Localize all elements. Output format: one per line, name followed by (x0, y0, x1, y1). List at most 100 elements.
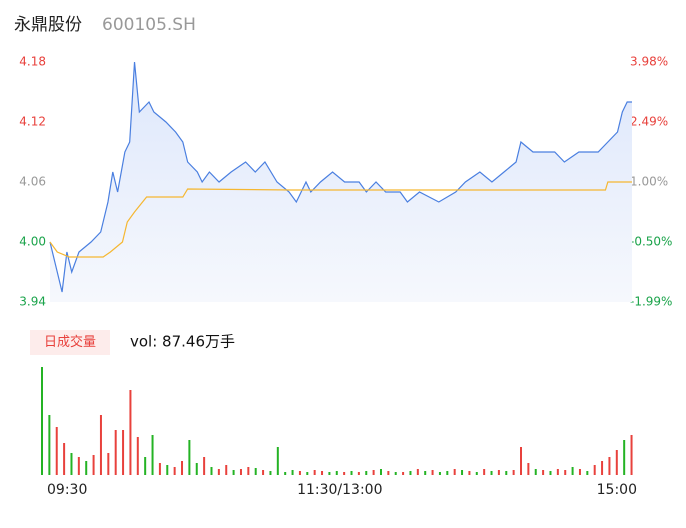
volume-bar (446, 471, 449, 475)
volume-bar (321, 471, 324, 475)
volume-bar (203, 457, 206, 475)
volume-bar (615, 450, 618, 475)
volume-bar (608, 457, 611, 475)
volume-bar (269, 471, 272, 475)
volume-bar (70, 453, 73, 475)
y2-tick-label: 1.00% (630, 174, 668, 188)
volume-bar (350, 471, 353, 475)
volume-bar (424, 471, 427, 475)
volume-bar (512, 470, 515, 475)
volume-bar (630, 435, 633, 475)
volume-bar (335, 471, 338, 475)
y-tick-label: 4.18 (19, 55, 46, 69)
volume-bar (453, 469, 456, 475)
volume-bar (284, 472, 287, 475)
volume-bar (129, 390, 132, 475)
volume-bar (173, 467, 176, 475)
volume-bar (475, 472, 478, 475)
volume-bar (41, 367, 43, 475)
volume-button-label[interactable]: 日成交量 (44, 334, 96, 350)
volume-bar (232, 470, 235, 475)
y2-tick-label: 2.49% (630, 114, 668, 128)
volume-bar (166, 465, 169, 475)
volume-bar (586, 471, 589, 475)
volume-bar (387, 471, 390, 475)
volume-bar (623, 440, 626, 475)
volume-bar (542, 470, 545, 475)
volume-bar (158, 463, 161, 475)
x-tick-label: 09:30 (47, 482, 87, 498)
y2-tick-label: 3.98% (630, 55, 668, 69)
volume-bar (291, 470, 294, 475)
volume-bar (490, 471, 493, 475)
volume-bar (151, 435, 154, 475)
volume-bar (601, 461, 604, 475)
volume-bar (483, 469, 486, 475)
volume-bar (210, 467, 213, 475)
volume-bar (497, 470, 500, 475)
volume-bar (254, 468, 257, 475)
volume-bar (92, 455, 95, 475)
volume-bar (379, 469, 382, 475)
y-tick-label: 3.94 (19, 295, 46, 309)
x-tick-label: 11:30/13:00 (297, 482, 382, 498)
volume-bar (328, 472, 331, 475)
stock-name: 永鼎股份 (14, 15, 82, 35)
price-line (49, 61, 632, 293)
volume-bar (247, 467, 250, 475)
volume-bar (313, 470, 316, 475)
volume-button[interactable] (30, 330, 110, 355)
y-tick-label: 4.00 (19, 235, 46, 249)
volume-bar (99, 415, 102, 475)
volume-bar (431, 470, 434, 475)
volume-bar (48, 415, 51, 475)
x-tick-label: 15:00 (597, 482, 637, 498)
volume-bar (276, 447, 279, 475)
volume-bar (306, 472, 309, 475)
y-tick-label: 4.12 (19, 115, 46, 129)
volume-bar (549, 471, 552, 475)
volume-bar (114, 430, 117, 475)
volume-bar (225, 465, 228, 475)
volume-bar (181, 461, 184, 475)
volume-bar (402, 472, 405, 475)
volume-bar (556, 469, 559, 475)
volume-bar (578, 469, 581, 475)
volume-bar (534, 469, 537, 475)
volume-bar (438, 472, 441, 475)
volume-bar (416, 469, 419, 475)
volume-summary: vol: 87.46万手 (130, 333, 235, 351)
volume-bar (461, 470, 464, 475)
price-area (50, 62, 632, 302)
volume-bar (505, 471, 508, 475)
volume-bar (188, 440, 191, 475)
volume-bar (107, 453, 110, 475)
volume-bar (343, 472, 346, 475)
volume-bar (195, 463, 198, 475)
volume-bar (571, 467, 574, 475)
volume-bar (122, 430, 125, 475)
volume-bar (468, 471, 471, 475)
volume-bar (520, 447, 523, 475)
volume-bar (394, 472, 397, 475)
volume-bar (372, 470, 375, 475)
volume-bar (527, 463, 530, 475)
volume-bar (239, 469, 242, 475)
y2-tick-label: -0.50% (630, 235, 672, 249)
volume-bar (564, 470, 567, 475)
volume-bar (77, 457, 80, 475)
y-tick-label: 4.06 (19, 175, 46, 189)
volume-bar (85, 461, 88, 475)
volume-bar (593, 465, 596, 475)
avg-line (49, 181, 632, 258)
volume-bar (357, 472, 360, 475)
volume-bar (262, 470, 265, 475)
volume-bar (144, 457, 147, 475)
stock-code: 600105.SH (102, 15, 196, 35)
volume-bar (136, 437, 139, 475)
volume-bar (409, 471, 412, 475)
volume-bar (365, 471, 368, 475)
volume-bar (63, 443, 66, 475)
y2-tick-label: -1.99% (630, 295, 672, 309)
